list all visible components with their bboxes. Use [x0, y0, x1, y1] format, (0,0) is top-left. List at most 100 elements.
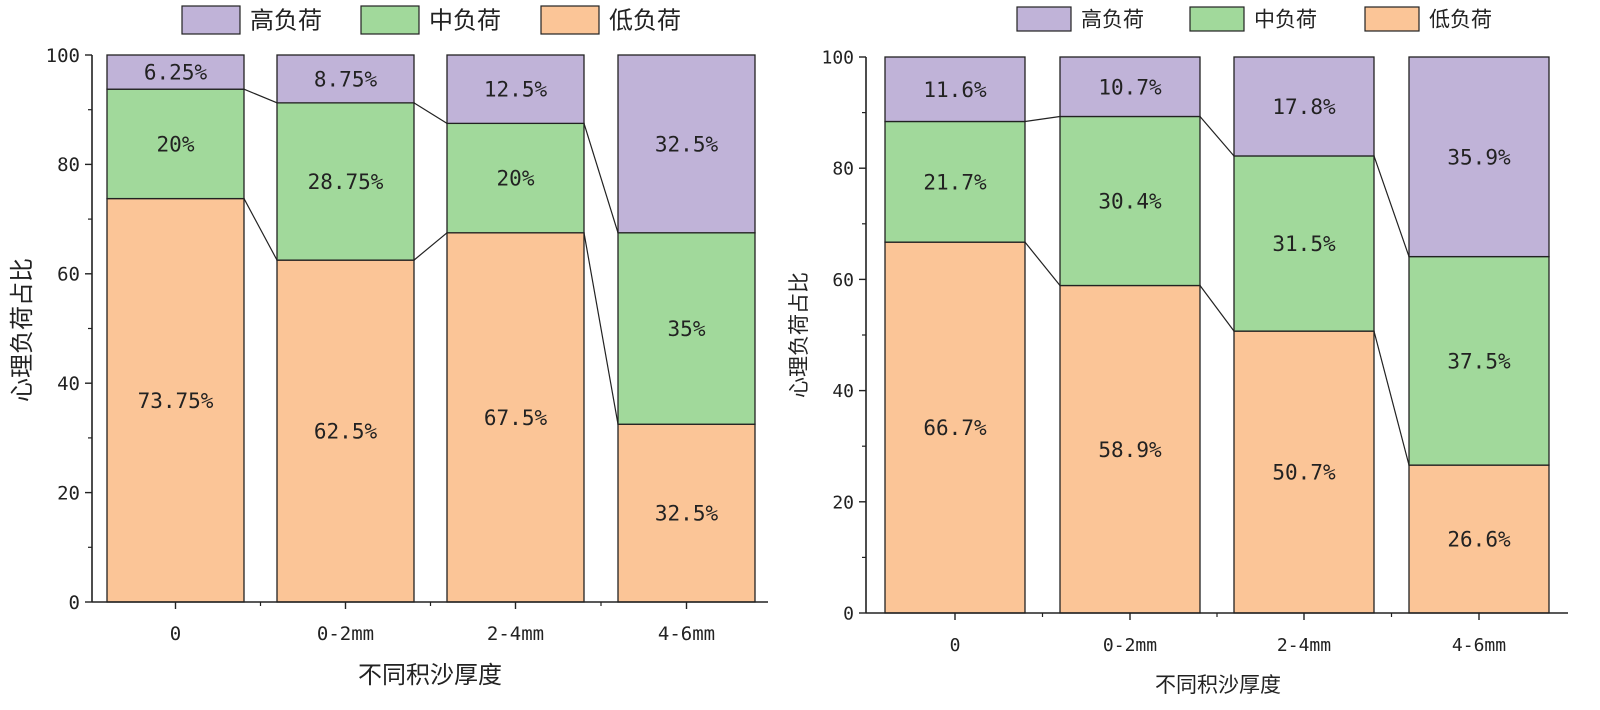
bar-mid-0 [884, 120, 1026, 243]
legend-swatch-low [540, 5, 600, 35]
y-tick-label-40: 40 [832, 381, 854, 402]
data-label-high-0-2mm: 8.75% [314, 67, 378, 91]
legend-item-high: 高负荷 [181, 5, 322, 35]
y-tick-label-20: 20 [832, 492, 854, 513]
x-tick-label-3: 4-6mm [658, 623, 715, 645]
bar-mid-0 [106, 88, 245, 200]
legend-swatch-mid [1189, 6, 1245, 32]
y-axis-title: 心理负荷占比 [8, 258, 36, 402]
legend-label-mid: 中负荷 [429, 7, 501, 35]
bar-high-4-6mm [617, 54, 756, 234]
bar-low-0-2mm [1059, 284, 1201, 614]
y-tick-label-0: 0 [69, 592, 80, 614]
bar-high-4-6mm [1408, 56, 1550, 258]
data-label-high-0: 11.6% [923, 78, 987, 102]
y-axis-title: 心理负荷占比 [787, 272, 811, 398]
legend-label-mid: 中负荷 [1254, 8, 1317, 32]
bar-low-0 [884, 241, 1026, 614]
y-tick-label-100: 100 [46, 45, 80, 67]
legend-item-mid: 中负荷 [360, 5, 501, 35]
y-tick-label-60: 60 [57, 264, 80, 286]
data-label-low-0: 73.75% [138, 389, 214, 413]
bar-mid-2-4mm [446, 122, 585, 234]
y-tick-label-80: 80 [57, 154, 80, 176]
bar-low-0-2mm [276, 259, 415, 603]
x-tick-label-2: 2-4mm [487, 623, 544, 645]
legend-item-high: 高负荷 [1016, 6, 1144, 32]
data-label-mid-0-2mm: 30.4% [1098, 190, 1162, 214]
bar-high-0 [884, 56, 1026, 123]
data-label-low-0: 66.7% [923, 416, 987, 440]
data-label-mid-0: 21.7% [923, 170, 987, 194]
bar-high-0-2mm [1059, 56, 1201, 118]
y-tick-label-80: 80 [832, 159, 854, 180]
data-label-low-0-2mm: 62.5% [314, 420, 378, 444]
bar-high-2-4mm [1233, 56, 1375, 157]
legend-swatch-high [181, 5, 241, 35]
data-label-high-0-2mm: 10.7% [1098, 75, 1162, 99]
x-tick-label-0: 0 [170, 623, 181, 645]
bar-mid-4-6mm [1408, 255, 1550, 466]
legend-label-low: 低负荷 [1429, 8, 1492, 32]
x-tick-label-1: 0-2mm [317, 623, 374, 645]
y-tick-label-40: 40 [57, 373, 80, 395]
data-label-mid-4-6mm: 37.5% [1447, 349, 1511, 373]
x-tick-label-2: 2-4mm [1277, 635, 1331, 656]
legend-swatch-mid [360, 5, 420, 35]
bar-low-4-6mm [617, 423, 756, 603]
data-label-low-4-6mm: 32.5% [655, 502, 719, 526]
legend-item-mid: 中负荷 [1189, 6, 1317, 32]
legend-swatch-low [1364, 6, 1420, 32]
legend-label-high: 高负荷 [1081, 8, 1144, 32]
legend-label-low: 低负荷 [609, 7, 681, 35]
y-tick-label-0: 0 [843, 603, 854, 624]
legend-item-low: 低负荷 [540, 5, 681, 35]
connector-low-1 [1199, 285, 1235, 332]
legend-swatch-high [1016, 6, 1072, 32]
bar-high-0-2mm [276, 54, 415, 104]
bar-high-2-4mm [446, 54, 585, 125]
x-axis-title: 不同积沙厚度 [1155, 673, 1281, 697]
x-tick-label-3: 4-6mm [1452, 635, 1506, 656]
connector-low-0 [243, 198, 278, 261]
data-label-low-4-6mm: 26.6% [1447, 528, 1511, 552]
y-tick-label-20: 20 [57, 482, 80, 504]
data-label-low-2-4mm: 67.5% [484, 406, 548, 430]
data-label-mid-2-4mm: 20% [497, 167, 535, 191]
y-tick-label-100: 100 [821, 47, 854, 68]
bar-mid-0-2mm [276, 102, 415, 261]
data-label-mid-2-4mm: 31.5% [1272, 232, 1336, 256]
bar-low-0 [106, 197, 245, 603]
data-label-high-2-4mm: 17.8% [1272, 95, 1336, 119]
connector-mid-0 [243, 88, 278, 104]
chart-2: 高负荷 中负荷 低负荷 66.7% 58.9% 50.7% 26.6% 21.7% 30.4% 3… [787, 6, 1568, 697]
x-axis-title: 不同积沙厚度 [358, 661, 502, 689]
connector-low-1 [413, 232, 448, 261]
bar-mid-2-4mm [1233, 155, 1375, 332]
data-label-mid-0: 20% [157, 132, 195, 156]
connector-mid-2 [1373, 155, 1410, 257]
data-label-low-0-2mm: 58.9% [1098, 438, 1162, 462]
connector-mid-1 [1199, 116, 1235, 157]
data-label-high-0: 6.25% [144, 61, 208, 85]
connector-low-0 [1024, 241, 1061, 286]
data-label-high-2-4mm: 12.5% [484, 78, 548, 102]
connector-mid-0 [1024, 115, 1061, 123]
chart-1: 高负荷 中负荷 低负荷 73.75% 62.5% 67.5% 32.5% 20% 28.75% 2… [8, 5, 768, 689]
bar-mid-0-2mm [1059, 115, 1201, 287]
x-tick-label-1: 0-2mm [1103, 635, 1157, 656]
data-label-high-4-6mm: 35.9% [1447, 145, 1511, 169]
data-label-mid-4-6mm: 35% [668, 317, 706, 341]
data-label-high-4-6mm: 32.5% [655, 132, 719, 156]
bar-mid-4-6mm [617, 232, 756, 425]
bar-high-0 [106, 54, 245, 90]
legend-label-high: 高负荷 [250, 7, 322, 35]
x-tick-label-0: 0 [950, 635, 961, 656]
connector-mid-1 [413, 102, 448, 124]
data-label-mid-0-2mm: 28.75% [308, 170, 384, 194]
legend-item-low: 低负荷 [1364, 6, 1492, 32]
y-tick-label-60: 60 [832, 270, 854, 291]
connector-mid-2 [583, 123, 619, 233]
connector-low-2 [583, 232, 619, 425]
